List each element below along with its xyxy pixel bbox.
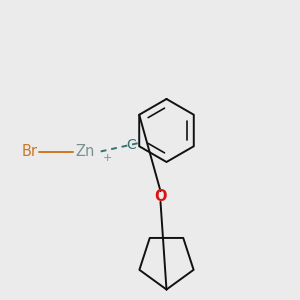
Text: C: C	[127, 138, 136, 152]
Text: O: O	[154, 189, 167, 204]
Text: +: +	[103, 153, 112, 164]
Text: Br: Br	[22, 144, 38, 159]
Text: Zn: Zn	[76, 144, 95, 159]
